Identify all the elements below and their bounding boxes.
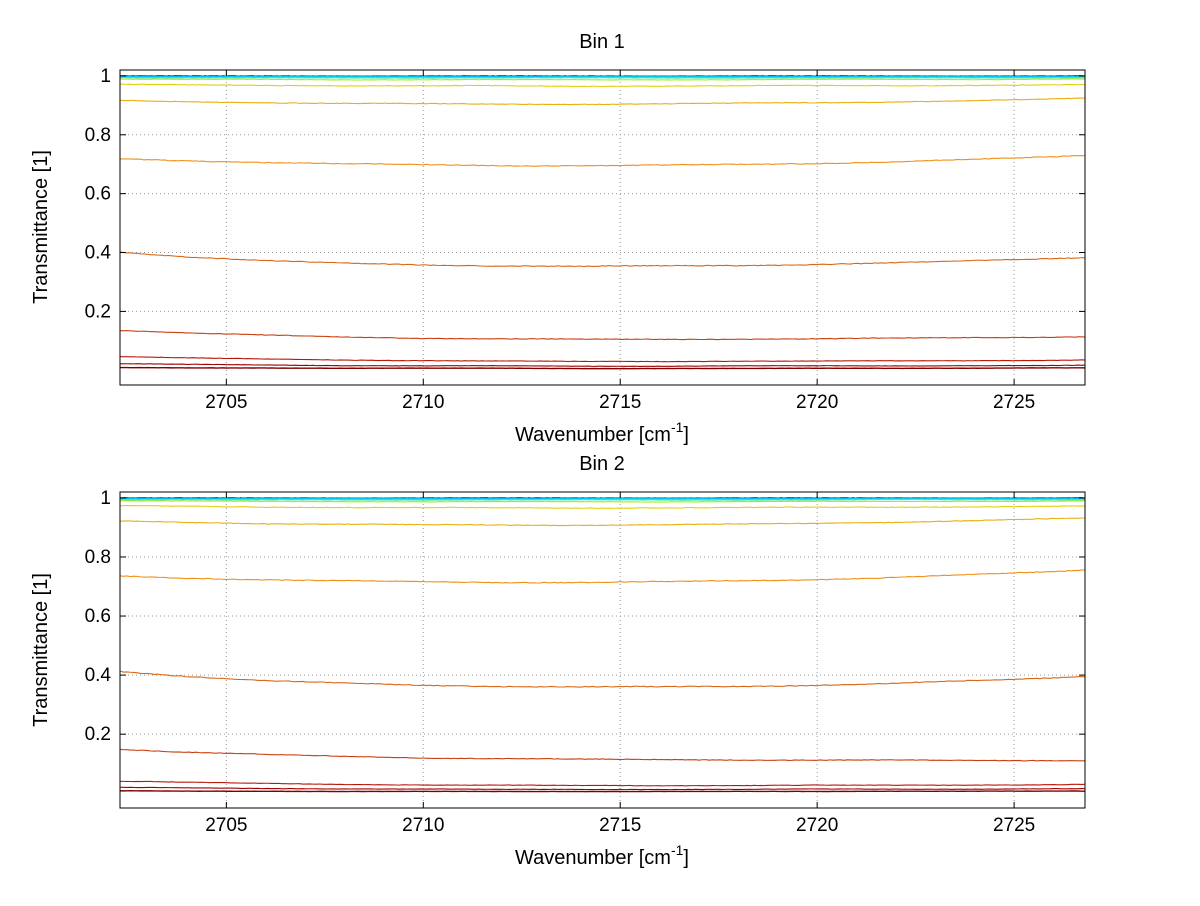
x-tick-label: 2705 — [205, 815, 247, 836]
bin2-plot: 2705 2710 2715 2720 2725 0.2 0.4 0.6 0.8 1 — [85, 488, 1085, 836]
series-group — [120, 76, 1085, 369]
series-line — [120, 98, 1085, 105]
series-line — [120, 368, 1085, 369]
bin1-ylabel: Transmittance [1] — [30, 150, 52, 304]
y-tick-label: 1 — [100, 488, 111, 509]
series-line — [120, 78, 1085, 79]
xlabel-closing-bracket: ] — [683, 847, 689, 869]
x-tick-label: 2715 — [599, 815, 641, 836]
tick-labels: 2705 2710 2715 2720 2725 0.2 0.4 0.6 0.8 1 — [85, 488, 1036, 836]
xlabel-superscript: -1 — [671, 842, 684, 858]
bin1-title: Bin 1 — [579, 31, 625, 53]
series-line — [120, 749, 1085, 761]
series-line — [120, 781, 1085, 786]
y-tick-label: 0.4 — [85, 243, 112, 264]
series-line — [120, 787, 1085, 789]
bin2-ylabel: Transmittance [1] — [30, 573, 52, 727]
bin1-xlabel: Wavenumber [cm-1] — [515, 419, 689, 446]
y-tick-label: 0.4 — [85, 665, 112, 686]
series-line — [120, 84, 1085, 87]
y-tick-label: 0.8 — [85, 547, 111, 568]
series-line — [120, 79, 1085, 80]
bin2-title: Bin 2 — [579, 453, 625, 475]
x-tick-label: 2710 — [402, 815, 444, 836]
bin2-xlabel: Wavenumber [cm-1] — [515, 842, 689, 869]
series-line — [120, 501, 1085, 502]
series-line — [120, 364, 1085, 367]
series-line — [120, 671, 1085, 687]
series-line — [120, 791, 1085, 792]
y-tick-label: 0.6 — [85, 184, 111, 205]
x-tick-label: 2720 — [796, 392, 838, 413]
y-tick-label: 1 — [100, 66, 111, 87]
x-tick-label: 2715 — [599, 392, 641, 413]
xlabel-closing-bracket: ] — [683, 424, 689, 446]
xlabel-superscript: -1 — [671, 419, 684, 435]
series-line — [120, 252, 1085, 266]
series-line — [120, 156, 1085, 167]
x-tick-label: 2710 — [402, 392, 444, 413]
series-line — [120, 506, 1085, 509]
series-line — [120, 357, 1085, 362]
y-tick-label: 0.8 — [85, 125, 111, 146]
x-tick-label: 2725 — [993, 815, 1035, 836]
y-tick-label: 0.2 — [85, 301, 111, 322]
series-line — [120, 331, 1085, 340]
series-line — [120, 518, 1085, 526]
x-tick-label: 2720 — [796, 815, 838, 836]
xlabel-text: Wavenumber [cm — [515, 424, 671, 446]
y-tick-label: 0.6 — [85, 606, 111, 627]
series-group — [120, 498, 1085, 792]
y-tick-label: 0.2 — [85, 724, 111, 745]
bin1-plot: 2705 2710 2715 2720 2725 0.2 0.4 0.6 0.8 1 — [85, 66, 1085, 413]
series-line — [120, 499, 1085, 500]
x-tick-label: 2725 — [993, 392, 1035, 413]
series-line — [120, 570, 1085, 583]
x-tick-label: 2705 — [205, 392, 247, 413]
xlabel-text: Wavenumber [cm — [515, 847, 671, 869]
